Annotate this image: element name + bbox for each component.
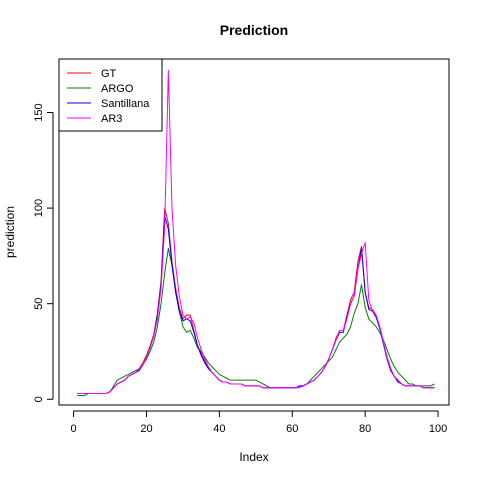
legend-box [58, 58, 163, 132]
plot-frame [58, 58, 450, 406]
y-axis-label: prediction [3, 206, 17, 258]
x-axis-label: Index [239, 450, 268, 464]
legend: GT ARGO Santillana AR3 [58, 58, 163, 132]
chart-title: Prediction [220, 22, 288, 38]
axes-layer: 0 20 40 60 80 100 0 50 100 150 [33, 103, 447, 435]
y-tick-label: 0 [33, 396, 45, 402]
x-tick-label: 40 [213, 423, 225, 435]
legend-label-argo: ARGO [101, 83, 134, 95]
legend-label-santillana: Santillana [101, 98, 150, 110]
series-line-argo [77, 247, 435, 396]
x-tick-label: 20 [140, 423, 152, 435]
legend-label-gt: GT [101, 68, 117, 80]
x-tick-label: 60 [286, 423, 298, 435]
x-tick-label: 80 [359, 423, 371, 435]
y-tick-label: 150 [33, 103, 45, 121]
x-tick-label: 0 [71, 423, 77, 435]
legend-label-ar3: AR3 [101, 113, 122, 125]
y-tick-label: 100 [33, 199, 45, 217]
y-tick-label: 50 [33, 298, 45, 310]
series-line-ar3 [77, 69, 435, 395]
series-layer [77, 69, 435, 396]
x-tick-label: 100 [429, 423, 447, 435]
